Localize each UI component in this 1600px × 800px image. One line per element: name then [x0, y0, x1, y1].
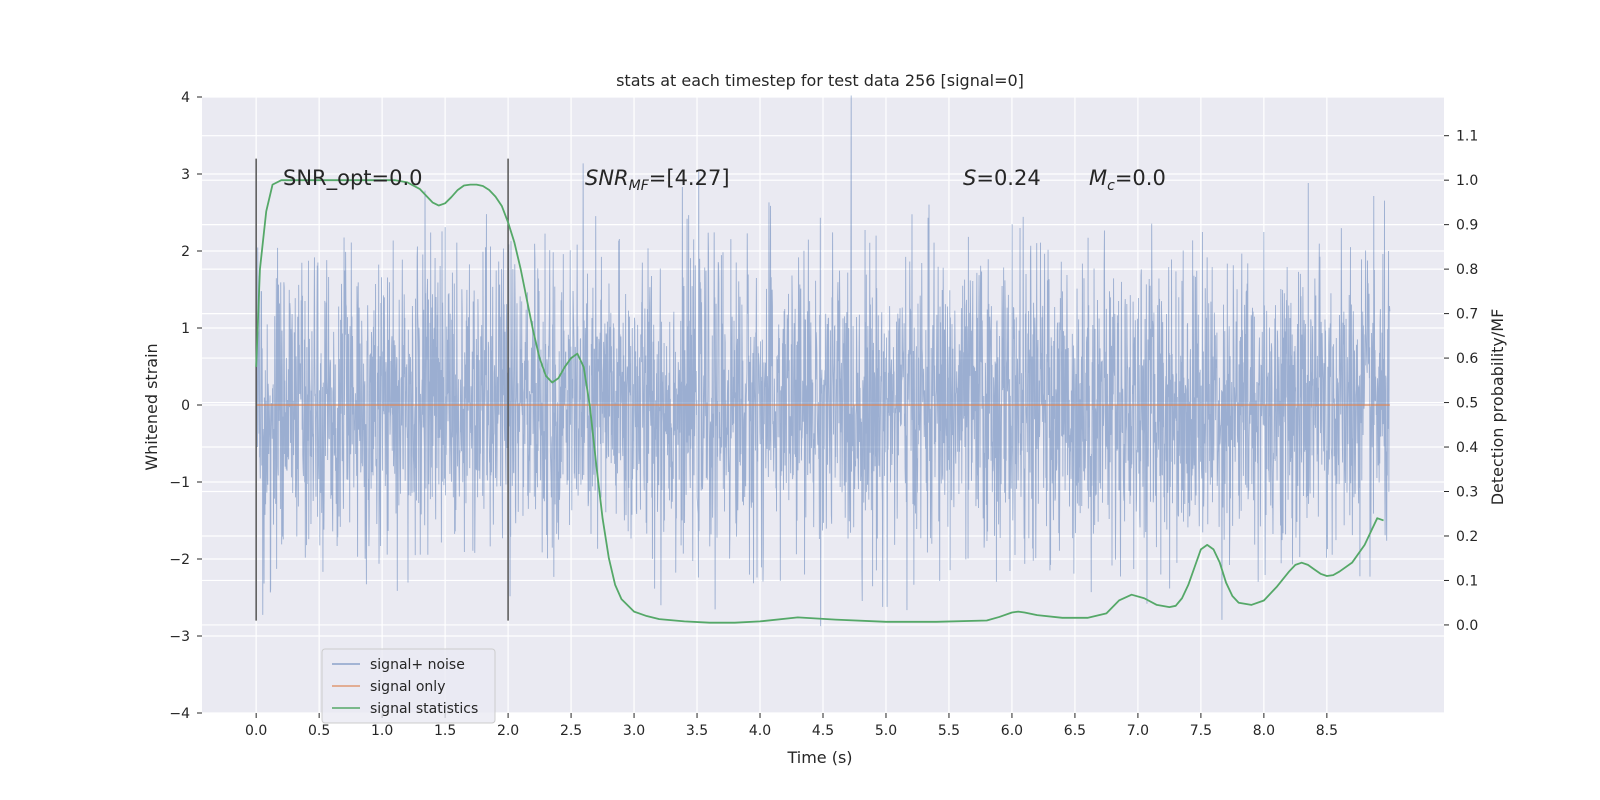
x-tick-label: 0.0: [245, 723, 267, 739]
x-axis-label: Time (s): [786, 748, 852, 767]
y-axis-right: 1.1 1.0 0.9 0.8 0.7 0.6 0.5 0.4 0.3 0.2 0.1 0.0: [1444, 129, 1478, 634]
y-tick-label: 0: [181, 398, 190, 414]
y-right-tick-label: 0.2: [1456, 529, 1478, 545]
x-tick-label: 1.5: [434, 723, 456, 739]
legend-label-signal-only: signal only: [370, 679, 445, 695]
legend-box: [321, 648, 496, 724]
x-tick-label: 0.5: [308, 723, 330, 739]
y-right-tick-label: 0.3: [1456, 485, 1478, 501]
y-right-tick-label: 0.6: [1456, 351, 1478, 367]
y-tick-label: 1: [181, 321, 190, 337]
y-tick-label: 4: [181, 90, 190, 106]
y-axis-label: Whitened strain: [142, 343, 161, 470]
y-right-tick-label: 0.4: [1456, 440, 1478, 456]
y-right-tick-label: 0.7: [1456, 307, 1478, 323]
y-right-tick-label: 0.0: [1456, 618, 1478, 634]
y-right-tick-label: 0.5: [1456, 396, 1478, 412]
annotation-s-value: =0.24: [976, 166, 1040, 190]
annotation-s-symbol: S: [963, 166, 976, 190]
legend-label-signal-statistics: signal statistics: [370, 701, 478, 717]
annotation-mc-symbol: M: [1089, 166, 1107, 190]
x-tick-label: 6.0: [1001, 723, 1023, 739]
legend-label-signal-plus-noise: signal+ noise: [370, 657, 465, 673]
x-tick-label: 6.5: [1064, 723, 1086, 739]
y-right-tick-label: 1.1: [1456, 129, 1478, 145]
y-axis-right-label: Detection probability/MF: [1488, 309, 1507, 506]
annotation-mc: Mc=0.0: [1089, 166, 1166, 194]
x-tick-label: 3.0: [623, 723, 645, 739]
y-tick-label: −2: [169, 552, 190, 568]
y-tick-label: −1: [169, 475, 190, 491]
annotation-snr-mf: SNRMF=[4.27]: [585, 166, 730, 194]
x-tick-label: 5.0: [875, 723, 897, 739]
x-tick-label: 2.0: [497, 723, 519, 739]
x-tick-label: 8.0: [1253, 723, 1275, 739]
annotation-snr-mf-value: =[4.27]: [649, 166, 730, 190]
series-signal-statistics: [255, 179, 1384, 624]
annotation-snr-opt: SNR_opt=0.0: [283, 166, 423, 191]
y-tick-label: −3: [169, 629, 190, 645]
annotation-mc-value: =0.0: [1115, 166, 1166, 190]
annotation-snr-mf-symbol: SNR: [585, 166, 629, 190]
x-tick-label: 8.5: [1316, 723, 1338, 739]
x-tick-label: 1.0: [371, 723, 393, 739]
x-tick-label: 4.5: [812, 723, 834, 739]
x-tick-label: 7.5: [1190, 723, 1212, 739]
y-right-tick-label: 0.8: [1456, 262, 1478, 278]
series-signal-plus-noise: [255, 95, 1391, 627]
x-tick-label: 4.0: [749, 723, 771, 739]
x-tick-label: 7.0: [1127, 723, 1149, 739]
y-axis-left: 4 3 2 1 0 −1 −2 −3 −4: [169, 90, 202, 722]
x-axis: 0.0 0.5 1.0 1.5 2.0 2.5 3.0 3.5 4.0 4.5 5.0 5.5 6.0 6…: [245, 713, 1338, 739]
signal-statistics-line: [255, 179, 1384, 624]
y-right-tick-label: 0.1: [1456, 573, 1478, 589]
y-right-tick-label: 1.0: [1456, 173, 1478, 189]
y-tick-label: 2: [181, 244, 190, 260]
annotation-mc-subscript: c: [1107, 178, 1115, 194]
window-markers: [255, 158, 509, 621]
legend: signal+ noise signal only signal statist…: [321, 648, 496, 724]
y-right-tick-label: 0.9: [1456, 218, 1478, 234]
x-tick-label: 3.5: [686, 723, 708, 739]
y-tick-label: 3: [181, 167, 190, 183]
signal-plus-noise-line: [255, 95, 1391, 627]
x-tick-label: 2.5: [560, 723, 582, 739]
annotation-snr-mf-subscript: MF: [629, 178, 650, 194]
y-tick-label: −4: [169, 706, 190, 722]
x-tick-label: 5.5: [938, 723, 960, 739]
chart-title: stats at each timestep for test data 256…: [616, 71, 1024, 90]
annotation-s: S=0.24: [963, 166, 1041, 190]
